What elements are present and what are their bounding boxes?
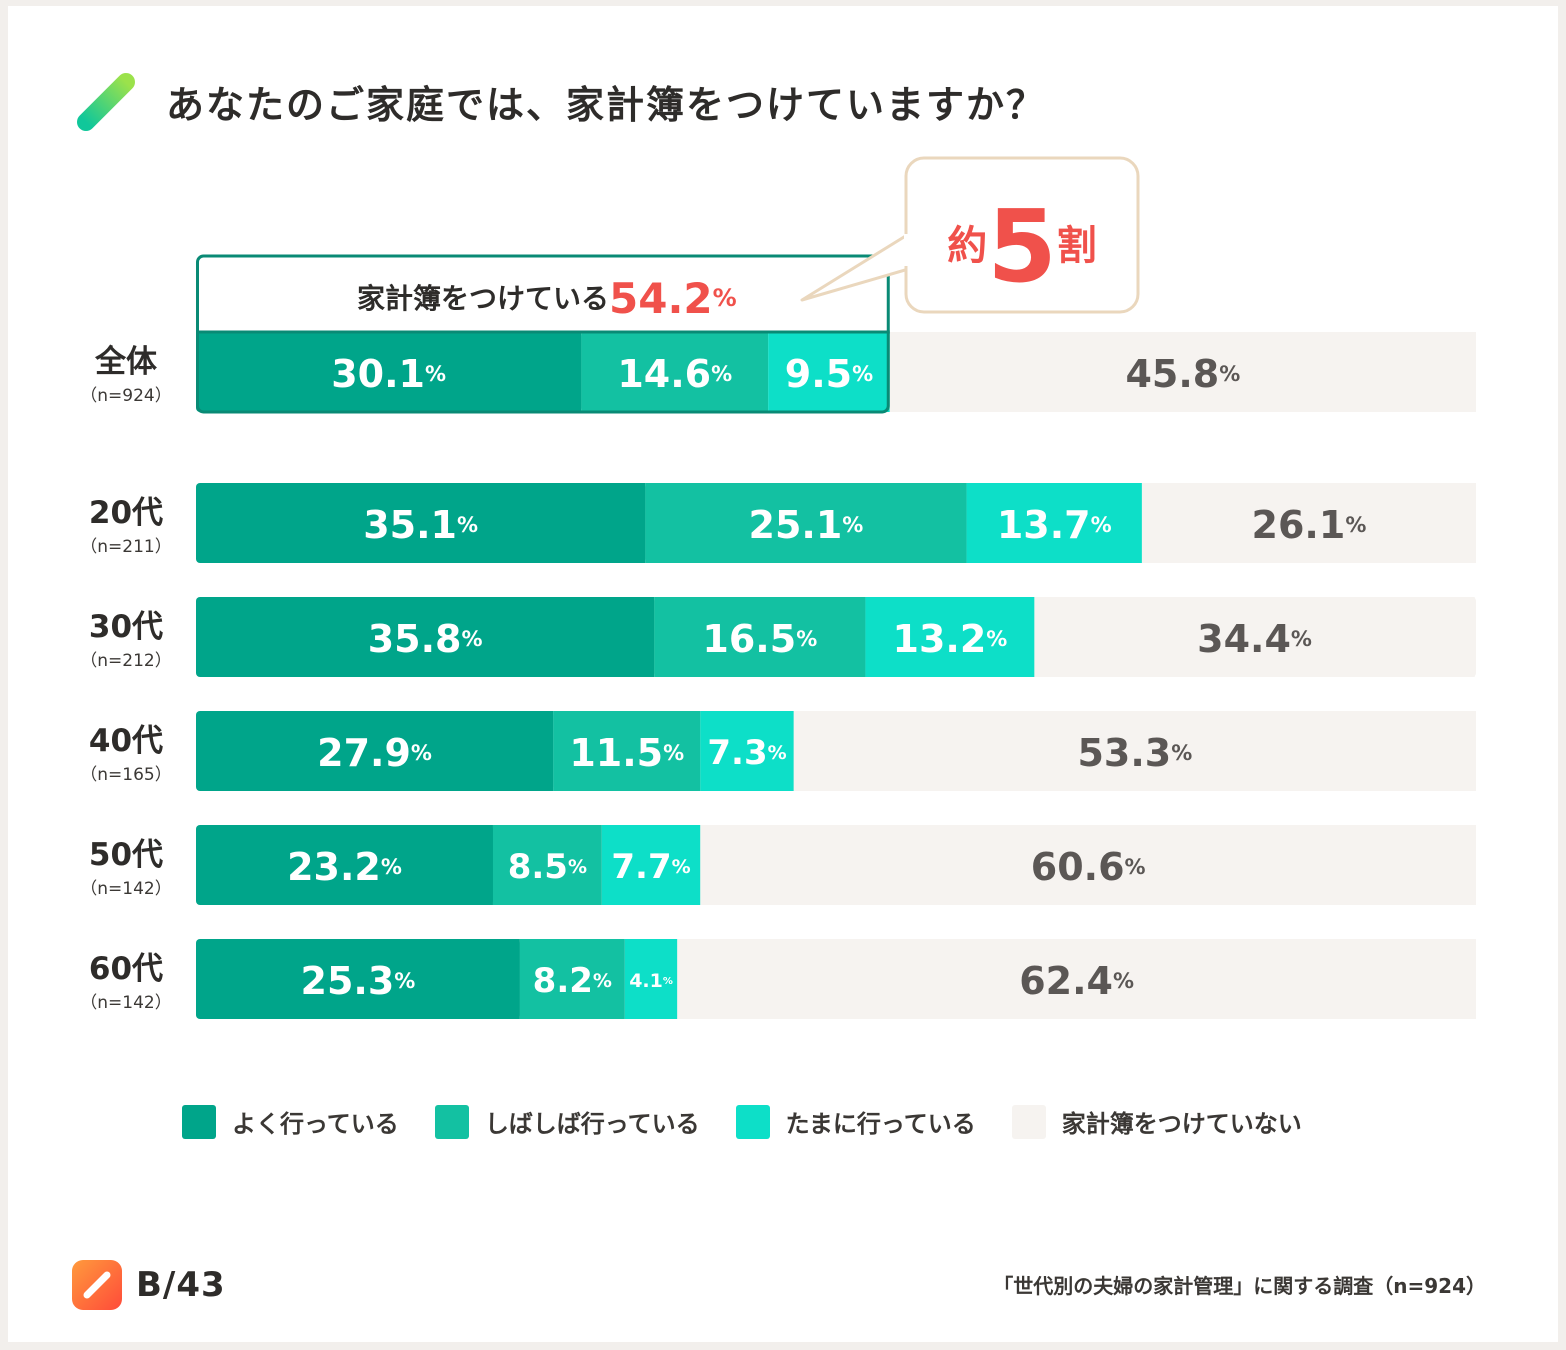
bar-segment [601,825,701,905]
legend-item: 家計簿をつけていない [1011,1104,1302,1139]
category-n-label: （n=142） [80,879,171,899]
data-label: 60.6% [1031,845,1146,889]
bar-segment [1034,597,1475,677]
category-label: 20代 [89,495,163,531]
highlight-label: 家計簿をつけている54.2% [357,274,737,323]
data-label: 9.5% [785,352,873,396]
legend-swatch [1011,1104,1046,1139]
title-mark-icon [77,73,135,131]
bar-segment [581,332,769,412]
data-label: 53.3% [1077,731,1192,775]
legend-swatch [434,1104,469,1139]
bar-segment [654,597,866,677]
bar-segment [865,597,1035,677]
data-label: 11.5% [569,731,684,775]
data-label: 4.1% [629,970,673,992]
bar-segment [768,332,890,412]
bar-segment [645,483,967,563]
bar-segment-fill [200,483,646,563]
data-label: 45.8% [1125,352,1240,396]
legend-label: 家計簿をつけていない [1061,1110,1302,1138]
logo-mark-icon [72,1260,122,1310]
bar-segment [677,939,1476,1019]
bar-segment [1141,483,1476,563]
data-label: 34.4% [1197,617,1312,661]
highlight-box [196,254,890,414]
legend-label: よく行っている [232,1110,399,1138]
category-label: 30代 [89,609,163,645]
data-label: 8.2% [533,961,612,1001]
data-label: 7.3% [707,733,786,773]
bar-segment-fill [200,939,520,1019]
data-label: 30.1% [331,352,446,396]
category-label: 全体 [94,344,157,380]
data-label: 13.2% [893,617,1008,661]
bar-segment [889,332,1476,412]
data-label: 62.4% [1019,959,1134,1003]
bar-segment [492,825,602,905]
chart-title: あなたのご家庭では、家計簿をつけていますか？ [166,83,1047,127]
bar-segment [553,711,701,791]
source-note: 「世代別の夫婦の家計管理」に関する調査（n=924） [993,1274,1486,1298]
data-label: 14.6% [617,352,732,396]
legend-swatch [735,1104,770,1139]
callout-joint [904,234,916,266]
data-label: 27.9% [317,731,432,775]
category-n-label: （n=924） [80,386,171,406]
data-label: 25.1% [749,503,864,547]
data-label: 23.2% [287,845,402,889]
bar-segment [700,711,794,791]
data-label: 16.5% [702,617,817,661]
legend-swatch [182,1104,216,1139]
bar-segment-fill [200,332,582,412]
data-label: 26.1% [1252,503,1367,547]
stacked-bar-chart: 30.1% 14.6% 9.5% 45.8% 全体 （n=924） 35.1% 25.1% 13… [80,156,1476,1019]
bar-segment-fill [200,825,493,905]
category-label: 50代 [89,837,163,873]
bar-segment [624,939,678,1019]
legend-item: たまに行っている [735,1104,976,1139]
callout-text: 約5割 [947,188,1097,305]
data-label: 13.7% [997,503,1112,547]
legend-label: たまに行っている [785,1110,976,1138]
category-n-label: （n=142） [80,993,171,1013]
category-label: 40代 [89,723,163,759]
data-label: 35.1% [363,503,478,547]
brand-logo: B/43 [72,1260,226,1310]
bar-segment-fill [200,711,554,791]
bar-segment-fill [200,597,655,677]
category-n-label: （n=211） [80,537,171,557]
data-label: 7.7% [611,847,690,887]
category-n-label: （n=165） [80,765,171,785]
data-label: 8.5% [508,847,587,887]
bar-segment [793,711,1476,791]
category-label: 60代 [89,951,163,987]
callout-pointer [800,230,914,302]
legend-label: しばしば行っている [484,1110,700,1138]
category-n-label: （n=212） [80,651,171,671]
logo-text: B/43 [136,1265,226,1305]
data-label: 25.3% [301,959,416,1003]
bar-segment [519,939,625,1019]
legend-item: よく行っている [182,1104,399,1139]
bar-segment [700,825,1476,905]
legend-item: しばしば行っている [434,1104,700,1139]
legend: よく行っている しばしば行っている たまに行っている 家計簿をつけていない [182,1104,1466,1139]
bar-segment [966,483,1142,563]
data-label: 35.8% [368,617,483,661]
